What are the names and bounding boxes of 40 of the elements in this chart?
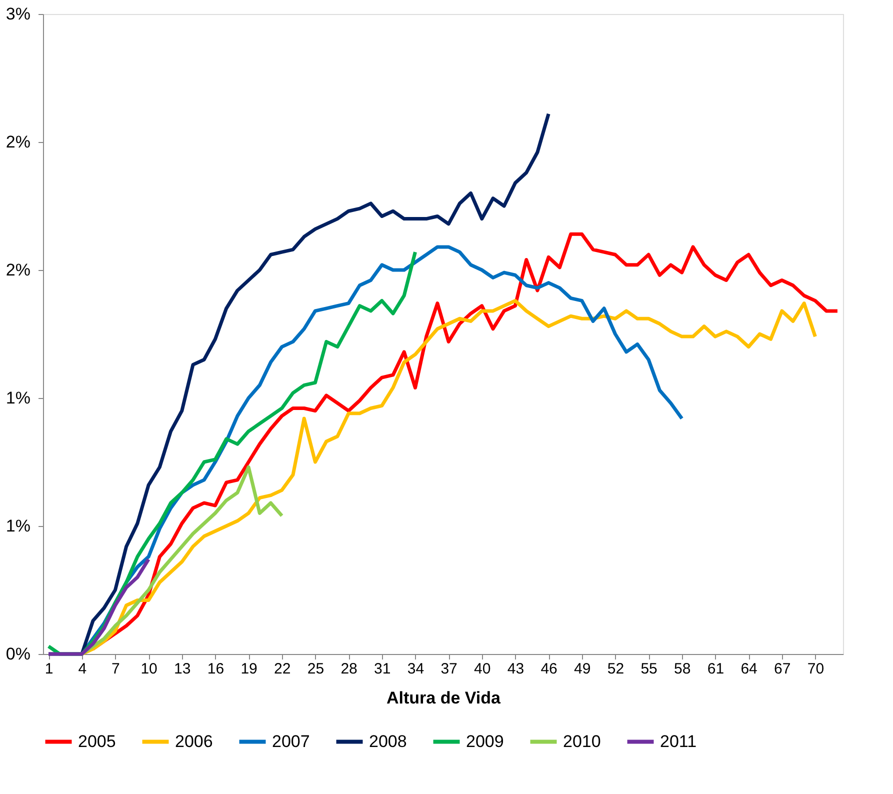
legend-label: 2010 bbox=[563, 732, 601, 751]
legend-label: 2008 bbox=[369, 732, 407, 751]
x-tick-label: 22 bbox=[274, 660, 291, 678]
x-tick-label: 49 bbox=[574, 660, 591, 678]
x-tick-label: 4 bbox=[78, 660, 87, 678]
y-tick-label: 1% bbox=[6, 516, 30, 536]
y-tick-label: 2% bbox=[6, 260, 30, 280]
x-tick-label: 55 bbox=[640, 660, 658, 678]
x-tick-label: 16 bbox=[207, 660, 224, 678]
x-tick-label: 34 bbox=[407, 660, 424, 678]
legend-label: 2006 bbox=[175, 732, 213, 751]
x-tick-label: 67 bbox=[774, 660, 791, 678]
x-tick-label: 70 bbox=[807, 660, 824, 678]
x-tick-label: 37 bbox=[440, 660, 458, 678]
x-axis-title: Altura de Vida bbox=[386, 688, 502, 708]
x-tick-label: 61 bbox=[707, 660, 724, 678]
y-tick-label: 0% bbox=[6, 644, 30, 664]
x-tick-label: 31 bbox=[374, 660, 391, 678]
x-tick-label: 28 bbox=[340, 660, 358, 678]
x-tick-label: 7 bbox=[112, 660, 120, 678]
legend-label: 2007 bbox=[272, 732, 310, 751]
legend-label: 2009 bbox=[466, 732, 504, 751]
y-tick-label: 1% bbox=[6, 388, 30, 408]
x-tick-label: 40 bbox=[474, 660, 491, 678]
x-tick-label: 10 bbox=[140, 660, 158, 678]
y-tick-label: 2% bbox=[6, 132, 30, 152]
x-tick-label: 58 bbox=[674, 660, 691, 678]
legend-label: 2005 bbox=[78, 732, 116, 751]
x-tick-label: 1 bbox=[44, 660, 54, 678]
x-tick-label: 43 bbox=[507, 660, 524, 678]
x-tick-label: 46 bbox=[540, 660, 558, 678]
line-series bbox=[80, 298, 817, 656]
x-tick-label: 64 bbox=[740, 660, 758, 678]
x-tick-label: 25 bbox=[307, 660, 324, 678]
legend-label: 2011 bbox=[660, 732, 697, 751]
x-tick-label: 19 bbox=[240, 660, 258, 678]
x-tick-label: 52 bbox=[607, 660, 624, 678]
line-series bbox=[46, 558, 150, 656]
y-tick-label: 3% bbox=[6, 4, 30, 24]
x-tick-label: 13 bbox=[174, 660, 191, 678]
